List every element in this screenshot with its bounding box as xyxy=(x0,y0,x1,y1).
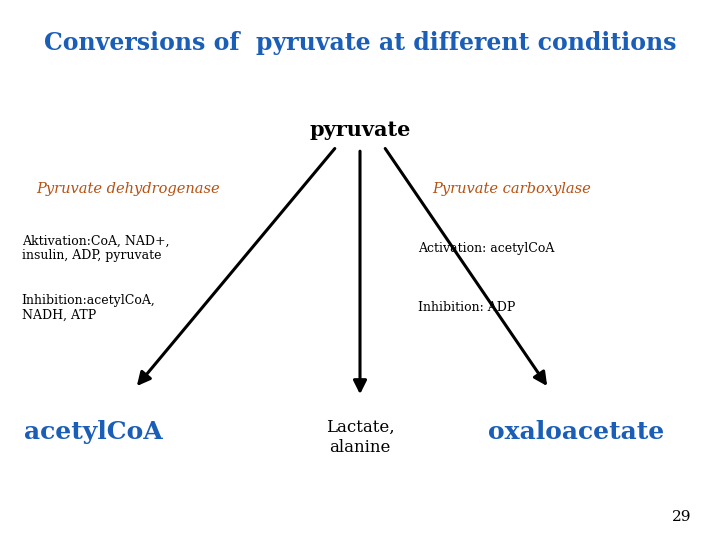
Text: oxaloacetate: oxaloacetate xyxy=(488,420,664,444)
Text: Pyruvate dehydrogenase: Pyruvate dehydrogenase xyxy=(36,182,220,196)
Text: Inhibition: ADP: Inhibition: ADP xyxy=(418,301,515,314)
Text: Activation: acetylCoA: Activation: acetylCoA xyxy=(418,242,554,255)
Text: Conversions of  pyruvate at different conditions: Conversions of pyruvate at different con… xyxy=(44,31,676,55)
Text: 29: 29 xyxy=(672,510,691,524)
Text: Aktivation:CoA, NAD+,
insulin, ADP, pyruvate: Aktivation:CoA, NAD+, insulin, ADP, pyru… xyxy=(22,234,169,262)
Text: acetylCoA: acetylCoA xyxy=(24,420,163,444)
Text: Pyruvate carboxylase: Pyruvate carboxylase xyxy=(432,182,590,196)
Text: pyruvate: pyruvate xyxy=(310,119,410,140)
Text: Inhibition:acetylCoA,
NADH, ATP: Inhibition:acetylCoA, NADH, ATP xyxy=(22,294,156,322)
Text: Lactate,
alanine: Lactate, alanine xyxy=(325,419,395,456)
